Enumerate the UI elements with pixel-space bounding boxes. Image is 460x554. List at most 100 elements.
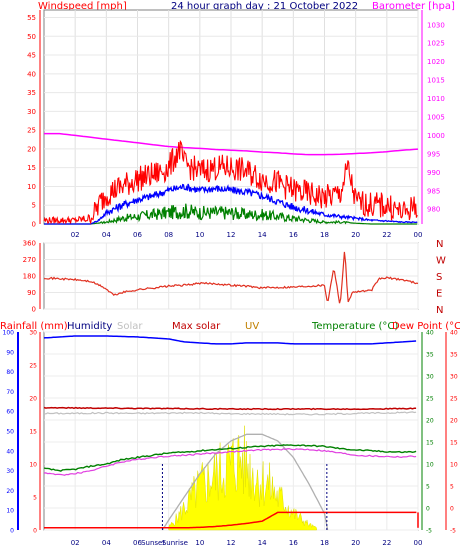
barometer-axis-title: Barometer [hpa] — [372, 1, 455, 12]
temperature-x-tick-label: 00 — [414, 539, 423, 547]
dew-point-tick-label: 5 — [450, 484, 454, 491]
wind-x-tick-label: 22 — [382, 231, 391, 239]
temperature-x-tick-label: 02 — [71, 539, 80, 547]
humidity-tick-label: 80 — [6, 369, 14, 376]
wind-y-tick-label: 40 — [27, 70, 36, 78]
temperature-tick-label: 5 — [426, 484, 430, 491]
humidity-tick-label: 30 — [6, 468, 14, 475]
temperature-tick-label: 35 — [426, 352, 434, 359]
temperature-x-tick-label: 14 — [258, 539, 267, 547]
temperature-x-tick-label: 04 — [102, 539, 111, 547]
humidity-tick-label: 10 — [6, 508, 14, 515]
temperature-x-tick-label: 18 — [320, 539, 329, 547]
barometer-y-tick-label: 1010 — [427, 95, 445, 103]
wind-y-tick-label: 25 — [27, 127, 36, 135]
dew-point-tick-label: 20 — [450, 418, 458, 425]
max-solar-curve — [161, 433, 329, 531]
barometer-y-tick-label: 1000 — [427, 132, 445, 140]
wind-x-tick-label: 02 — [71, 231, 80, 239]
temperature-tick-label: 25 — [426, 396, 434, 403]
wind-direction-tick-label: 270 — [23, 256, 36, 264]
rainfall-line — [44, 511, 417, 529]
sunset-label: Sunset — [141, 539, 165, 547]
barometer-y-tick-label: 1005 — [427, 114, 445, 122]
temperature-tick-label: 40 — [426, 330, 434, 337]
wind-y-tick-label: 15 — [27, 164, 36, 172]
temperature-tick-label: 0 — [426, 506, 430, 513]
temperature-tick-label: 20 — [426, 418, 434, 425]
legend-label-dew: Dew Point (°C) — [392, 321, 460, 332]
dew-point-tick-label: 0 — [450, 506, 454, 513]
dew-point-tick-label: 15 — [450, 440, 458, 447]
wind-x-tick-label: 00 — [414, 231, 423, 239]
solar-tick-label: 20 — [29, 396, 37, 403]
solar-tick-label: 25 — [29, 363, 37, 370]
compass-point-label: S — [436, 272, 442, 283]
dew-point-tick-label: 30 — [450, 374, 458, 381]
wind-y-tick-label: 0 — [32, 221, 36, 229]
wind-direction-tick-label: 0 — [32, 306, 36, 314]
barometer-y-tick-label: 1025 — [427, 40, 445, 48]
compass-point-label: W — [436, 256, 446, 267]
wind-x-tick-label: 18 — [320, 231, 329, 239]
legend-label-rainfall: Rainfall (mm) — [0, 321, 68, 332]
dew-point-tick-label: 25 — [450, 396, 458, 403]
humidity-line — [43, 335, 417, 345]
solar-tick-label: 5 — [33, 495, 37, 502]
humidity-tick-label: 20 — [6, 488, 14, 495]
solar-tick-label: 30 — [29, 330, 37, 337]
compass-point-label: E — [436, 289, 442, 300]
barometer-y-tick-label: 1020 — [427, 58, 445, 66]
wind-x-tick-label: 14 — [258, 231, 267, 239]
dew-point-tick-label: 40 — [450, 330, 458, 337]
wind-x-tick-label: 06 — [133, 231, 142, 239]
wind-direction-tick-label: 360 — [23, 240, 36, 248]
wind-y-tick-label: 45 — [27, 52, 36, 60]
wind-y-tick-label: 35 — [27, 89, 36, 97]
barometer-y-tick-label: 995 — [427, 150, 440, 158]
feels-like-line — [43, 447, 417, 476]
wind-y-tick-label: 50 — [27, 33, 36, 41]
barometer-y-tick-label: 1015 — [427, 77, 445, 85]
barometer-y-tick-label: 980 — [427, 206, 440, 214]
barometer-y-tick-label: 1030 — [427, 21, 445, 29]
barometer-y-tick-label: 990 — [427, 169, 440, 177]
wind-x-tick-label: 20 — [351, 231, 360, 239]
wind-gust-line — [43, 139, 418, 225]
solar-radiation-area — [168, 425, 317, 531]
temperature-tick-label: 10 — [426, 462, 434, 469]
humidity-tick-label: 50 — [6, 429, 14, 436]
wind-y-tick-label: 20 — [27, 145, 36, 153]
wind-axis-title: Windspeed [mph] — [38, 1, 127, 12]
wind-direction-line — [44, 251, 419, 304]
humidity-tick-label: 0 — [10, 528, 14, 535]
temperature-x-tick-label: 10 — [195, 539, 204, 547]
max-solar-line — [43, 406, 417, 411]
solar-tick-label: 10 — [29, 462, 37, 469]
wind-min-line — [44, 203, 418, 225]
temperature-x-tick-label: 22 — [382, 539, 391, 547]
wind-y-tick-label: 10 — [27, 183, 36, 191]
temperature-x-tick-label: 06 — [133, 539, 142, 547]
wind-y-tick-label: 55 — [27, 14, 36, 22]
legend-label-humidity: Humidity — [67, 321, 112, 332]
temperature-line — [43, 444, 417, 472]
wind-x-tick-label: 12 — [227, 231, 236, 239]
wind-direction-tick-label: 90 — [27, 289, 36, 297]
dew-point-tick-label: 35 — [450, 352, 458, 359]
humidity-tick-label: 60 — [6, 409, 14, 416]
humidity-tick-label: 70 — [6, 389, 14, 396]
wind-x-tick-label: 04 — [102, 231, 111, 239]
legend-label-uv: UV — [245, 321, 259, 332]
wind-y-tick-label: 30 — [27, 108, 36, 116]
barometer-line — [44, 132, 419, 156]
temperature-tick-label: 15 — [426, 440, 434, 447]
solar-tick-label: 15 — [29, 429, 37, 436]
temperature-x-tick-label: 20 — [351, 539, 360, 547]
wind-x-tick-label: 08 — [164, 231, 173, 239]
humidity-tick-label: 90 — [6, 349, 14, 356]
humidity-tick-label: 40 — [6, 448, 14, 455]
humidity-tick-label: 100 — [3, 330, 15, 337]
